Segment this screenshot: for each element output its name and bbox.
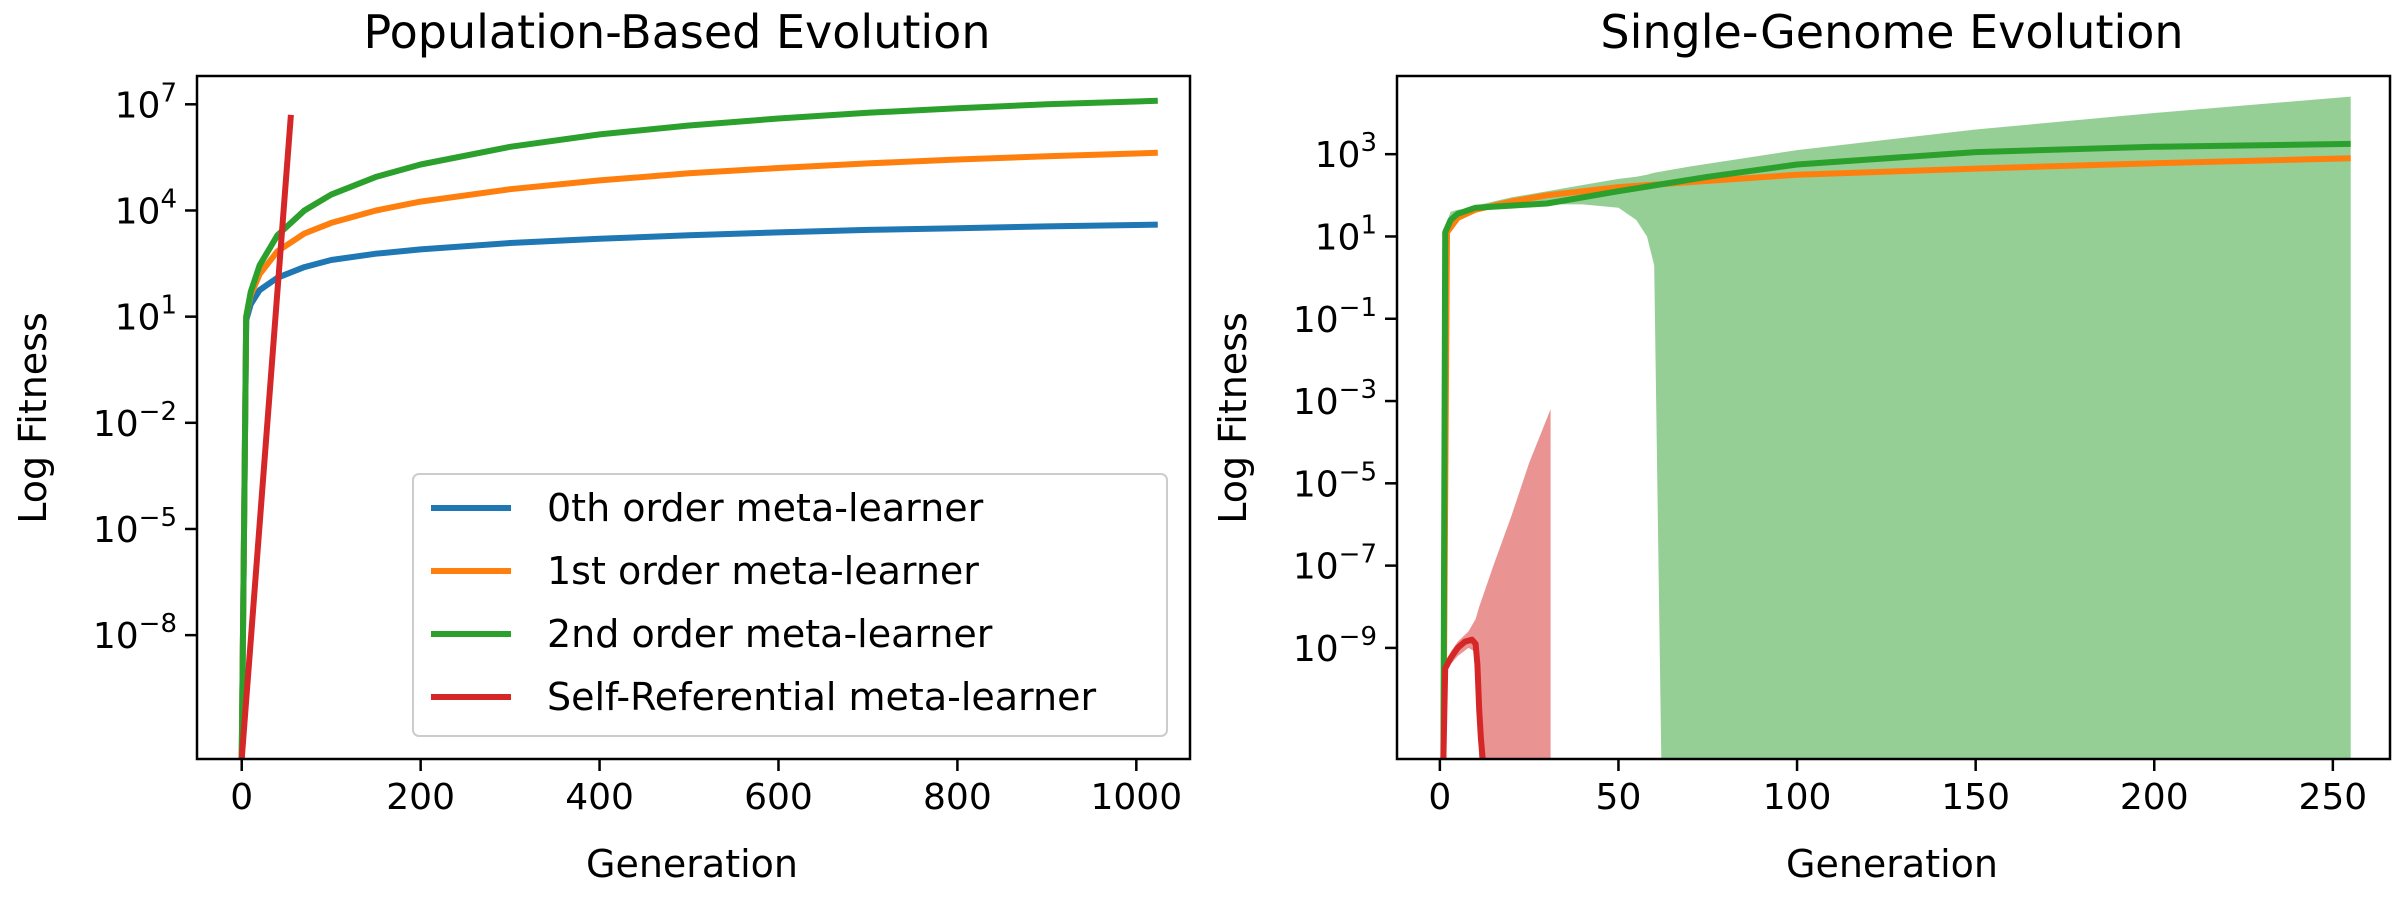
legend-label: 0th order meta-learner xyxy=(547,486,984,530)
y-tick-exponent: 1 xyxy=(160,291,177,321)
x-tick-label: 0 xyxy=(230,777,253,818)
y-tick-base: 10 xyxy=(115,191,161,232)
legend-label: Self-Referential meta-learner xyxy=(547,675,1096,719)
y-tick-exponent: −5 xyxy=(1339,457,1377,487)
y-tick-label: 10−3 xyxy=(1293,375,1377,423)
plot-area: 0 200 400 600 800 100010710410110−210−510−80t… xyxy=(93,74,1192,818)
series-line xyxy=(1440,140,2351,759)
x-tick-label: 250 xyxy=(2298,777,2367,818)
x-axis-label: Generation xyxy=(1786,842,1998,886)
y-tick-base: 10 xyxy=(1293,382,1339,423)
y-tick-base: 10 xyxy=(115,298,161,339)
y-tick-exponent: −7 xyxy=(1339,540,1377,570)
y-tick-base: 10 xyxy=(1293,464,1339,505)
y-tick-base: 10 xyxy=(1293,547,1339,588)
y-tick-exponent: −1 xyxy=(1339,293,1377,323)
y-tick-base: 10 xyxy=(115,85,161,126)
y-tick-label: 104 xyxy=(115,184,177,232)
y-tick-label: 10−2 xyxy=(93,397,177,445)
legend-box xyxy=(412,473,1168,737)
x-tick-label: 50 xyxy=(1596,777,1642,818)
series-line xyxy=(238,97,1158,759)
series-line xyxy=(1440,155,2351,759)
confidence-band xyxy=(1443,409,1551,759)
y-tick-exponent: −2 xyxy=(139,397,177,427)
y-tick-exponent: 7 xyxy=(160,78,177,108)
y-axis-label: Log Fitness xyxy=(11,312,55,524)
y-tick-base: 10 xyxy=(1315,217,1361,258)
confidence-band xyxy=(1443,96,2351,759)
y-tick-label: 103 xyxy=(1315,128,1377,176)
y-tick-base: 10 xyxy=(1293,629,1339,670)
x-tick-label: 200 xyxy=(2120,777,2189,818)
y-tick-exponent: −3 xyxy=(1339,375,1377,405)
x-tick-label: 200 xyxy=(386,777,455,818)
plot-area: 0 50 100 150 200 25010310110−110−310−510−710−… xyxy=(1293,74,2392,818)
legend-label: 2nd order meta-learner xyxy=(547,612,993,656)
y-tick-base: 10 xyxy=(1315,135,1361,176)
x-tick-label: 1000 xyxy=(1091,777,1183,818)
y-tick-label: 10−5 xyxy=(1293,457,1377,505)
y-tick-label: 10−1 xyxy=(1293,293,1377,341)
series-line xyxy=(1440,636,1486,759)
y-tick-label: 10−7 xyxy=(1293,540,1377,588)
y-tick-label: 101 xyxy=(1315,210,1377,258)
y-tick-exponent: −9 xyxy=(1339,622,1377,652)
chart-title: Population-Based Evolution xyxy=(364,5,991,59)
chart-title: Single-Genome Evolution xyxy=(1600,5,2183,59)
x-tick-label: 400 xyxy=(565,777,634,818)
x-axis-label: Generation xyxy=(586,842,798,886)
y-tick-base: 10 xyxy=(93,510,139,551)
y-tick-label: 10−5 xyxy=(93,503,177,551)
chart-population: Population-Based Evolution 0 200 400 600 800… xyxy=(11,5,1192,886)
y-tick-exponent: −8 xyxy=(139,609,177,639)
y-tick-label: 10−8 xyxy=(93,609,177,657)
series-line xyxy=(238,221,1158,759)
y-tick-label: 101 xyxy=(115,291,177,339)
x-tick-label: 150 xyxy=(1941,777,2010,818)
axes-frame xyxy=(1395,74,2392,761)
series-line xyxy=(238,114,294,759)
y-tick-exponent: 3 xyxy=(1360,128,1377,158)
y-tick-label: 10−9 xyxy=(1293,622,1377,670)
x-tick-label: 0 xyxy=(1428,777,1451,818)
legend-label: 1st order meta-learner xyxy=(547,549,979,593)
y-tick-exponent: 4 xyxy=(160,184,177,214)
x-tick-label: 800 xyxy=(923,777,992,818)
axes-frame xyxy=(195,74,1192,761)
y-tick-base: 10 xyxy=(93,404,139,445)
x-tick-label: 100 xyxy=(1763,777,1832,818)
x-tick-label: 600 xyxy=(744,777,813,818)
y-tick-exponent: 1 xyxy=(1360,210,1377,240)
y-tick-label: 107 xyxy=(115,78,177,126)
legend: 0th order meta-learner 1st order meta-lea… xyxy=(412,473,1168,737)
chart-single-genome: Single-Genome Evolution 0 50 100 150 200 250 1… xyxy=(1211,5,2392,886)
y-tick-base: 10 xyxy=(1293,300,1339,341)
y-tick-exponent: −5 xyxy=(139,503,177,533)
y-axis-label: Log Fitness xyxy=(1211,312,1255,524)
y-tick-base: 10 xyxy=(93,616,139,657)
